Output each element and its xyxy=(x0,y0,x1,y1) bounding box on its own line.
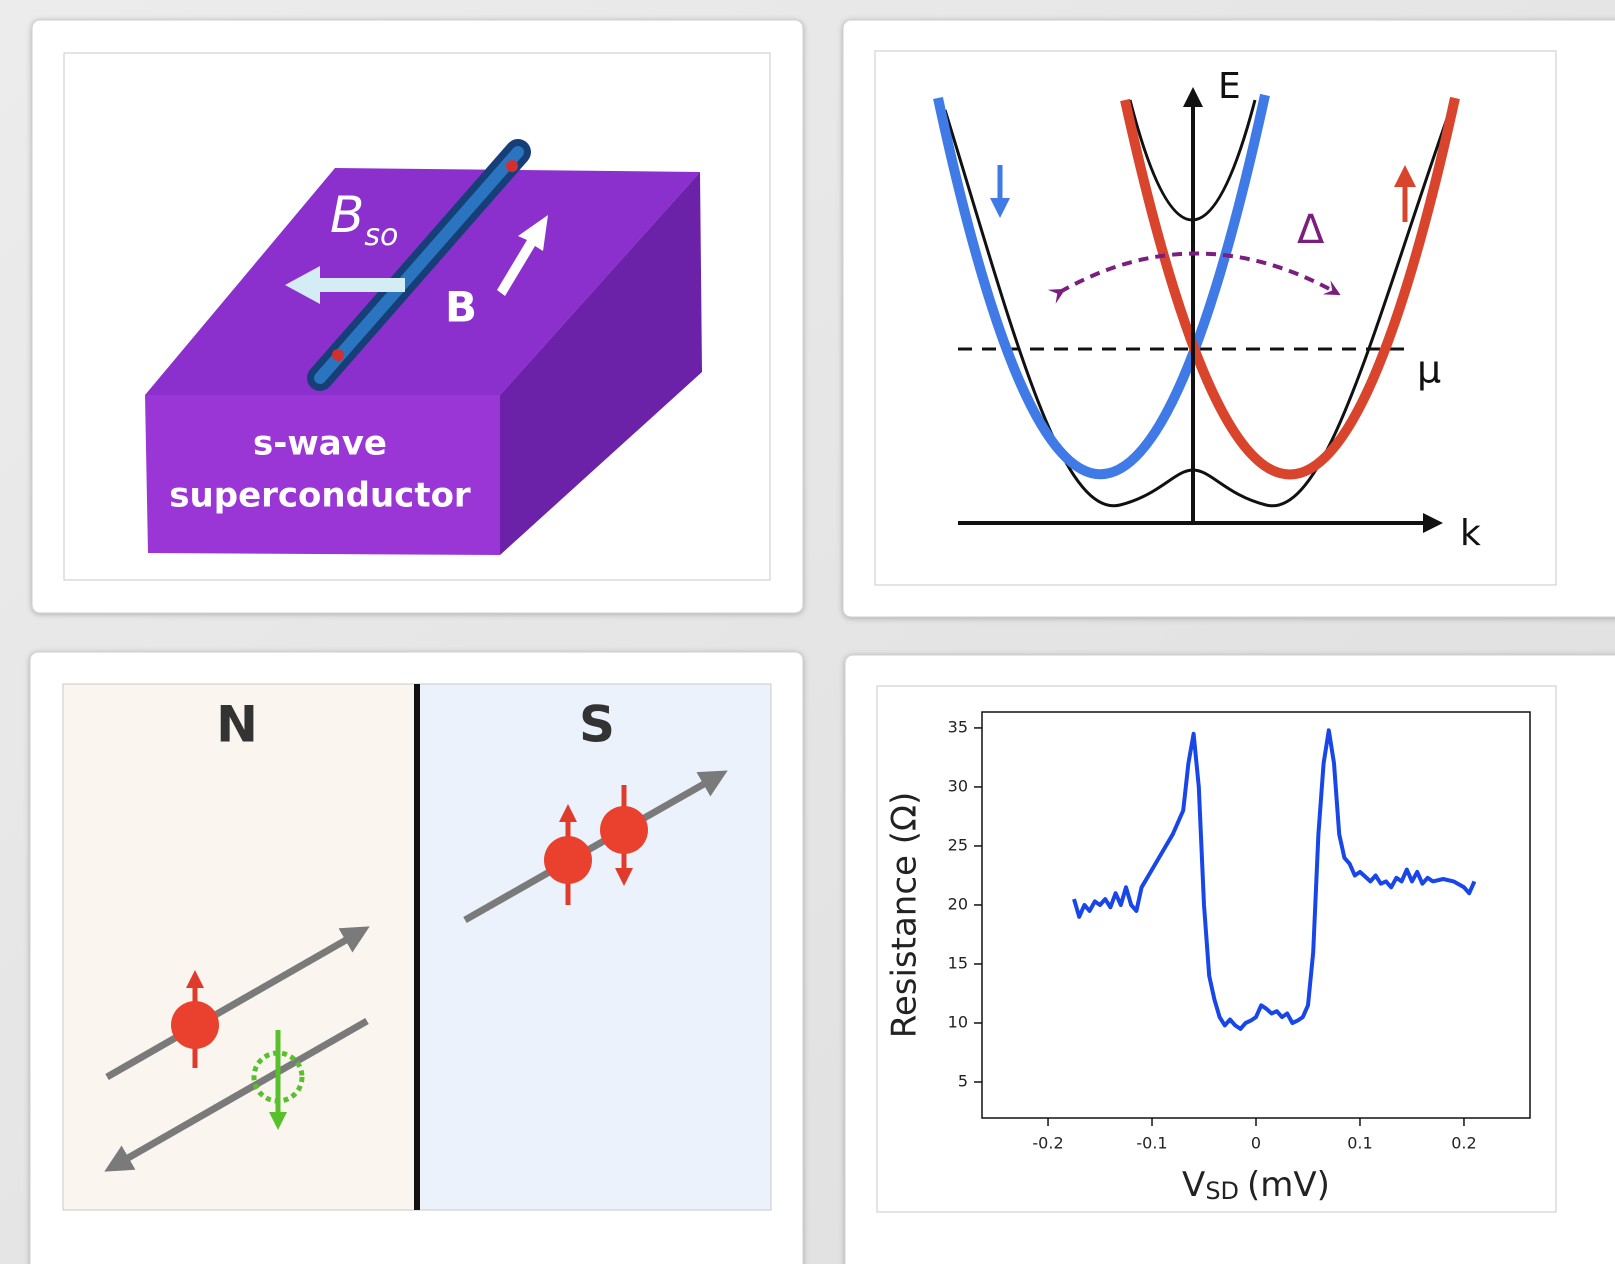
x-tick-label: -0.2 xyxy=(1032,1134,1063,1153)
region-label: N xyxy=(216,696,258,754)
superconductor-region xyxy=(417,684,771,1210)
image-frame xyxy=(875,51,1556,585)
material-label: superconductor xyxy=(169,476,471,516)
y-tick-label: 30 xyxy=(948,776,968,795)
y-tick-label: 5 xyxy=(958,1072,968,1091)
normal-region xyxy=(63,684,417,1210)
wire-end xyxy=(506,160,518,172)
x-tick-label: -0.1 xyxy=(1136,1134,1167,1153)
resistance-plot: Resistance (Ω) VSD(mV) 5 10 15 20 25 30 35 -0.2… xyxy=(877,686,1556,1212)
chemical-potential-label: μ xyxy=(1417,348,1441,392)
y-tick-label: 25 xyxy=(948,835,968,854)
region-label: S xyxy=(579,696,615,754)
x-tick-label: 0.2 xyxy=(1451,1134,1476,1153)
y-tick-label: 35 xyxy=(948,717,968,736)
electron xyxy=(544,836,592,884)
material-label: s-wave xyxy=(253,424,387,464)
gap-label: Δ xyxy=(1297,207,1325,253)
device-schematic: Bso B s-wave superconductor xyxy=(64,53,770,580)
y-axis-label: Resistance (Ω) xyxy=(885,792,925,1039)
field-label: B xyxy=(445,283,477,332)
electron xyxy=(600,806,648,854)
y-tick-label: 20 xyxy=(948,894,968,913)
axis-label: E xyxy=(1218,66,1241,107)
page: Bso B s-wave superconductor E k Δ μ N S xyxy=(0,0,1615,1264)
x-tick-label: 0 xyxy=(1251,1134,1261,1153)
electron xyxy=(171,1001,219,1049)
x-axis-label: VSD(mV) xyxy=(1182,1165,1330,1206)
band-diagram: E k Δ μ xyxy=(875,51,1556,585)
y-tick-label: 15 xyxy=(948,953,968,972)
gallery: Bso B s-wave superconductor E k Δ μ N S xyxy=(0,0,1615,1264)
axis-label: k xyxy=(1460,513,1481,554)
wire-end xyxy=(332,349,344,361)
x-tick-label: 0.1 xyxy=(1347,1134,1372,1153)
y-tick-label: 10 xyxy=(948,1012,968,1031)
andreev-reflection: N S xyxy=(63,684,771,1210)
